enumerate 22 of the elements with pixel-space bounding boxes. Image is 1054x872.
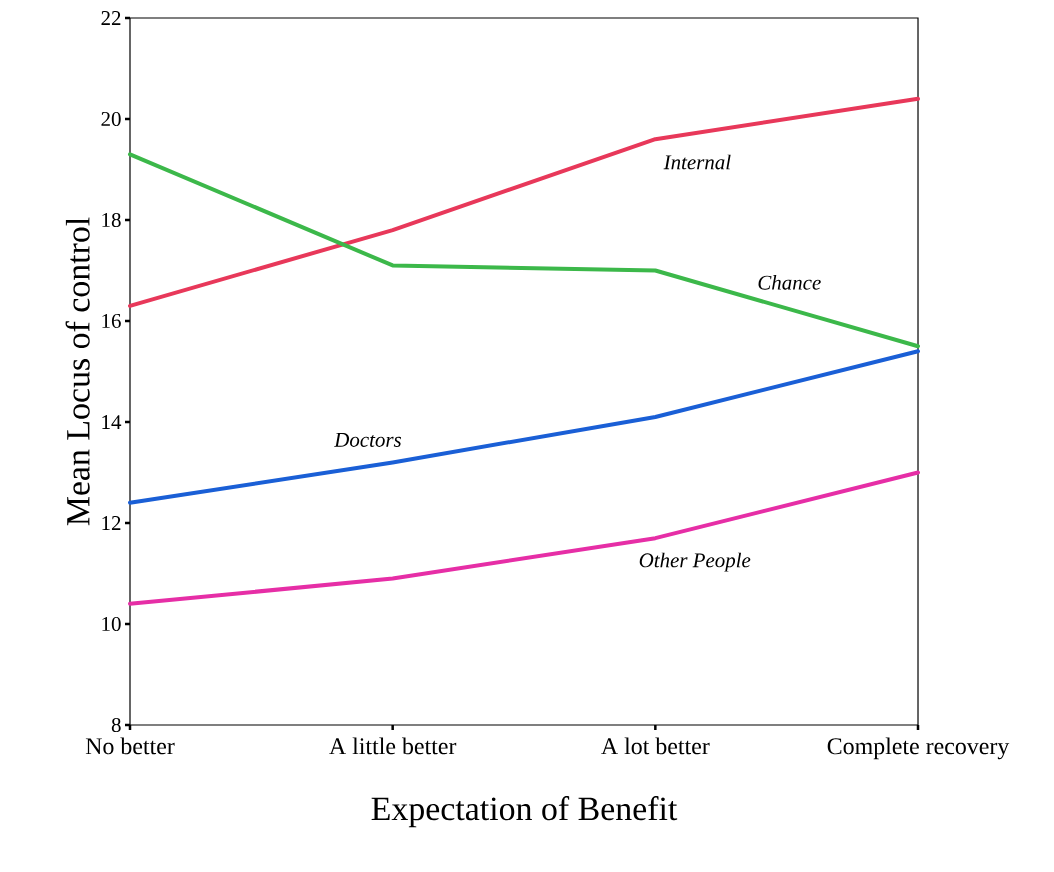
y-tick-label: 22 [101, 11, 121, 25]
line-series [128, 349, 921, 505]
x-tick-label: A little better [329, 737, 457, 755]
series-label: Doctors [334, 432, 402, 447]
x-tick-label: Complete recovery [827, 737, 1010, 760]
y-tick-label: 18 [102, 212, 121, 228]
y-tick-label: 14 [102, 415, 122, 429]
line-series [128, 152, 921, 349]
series-label: Chance [758, 275, 821, 290]
y-axis-title: Mean Locus of control [65, 217, 90, 526]
y-tick-label: 12 [102, 516, 121, 530]
x-tick-label: No better [85, 737, 175, 755]
y-tick-label: 20 [101, 111, 121, 127]
x-tick-label: A lot better [601, 737, 710, 755]
y-tick-label: 10 [102, 616, 121, 632]
series-label: Other People [639, 552, 751, 572]
y-tick-label: 8 [111, 717, 121, 733]
x-axis-title: Expectation of Benefit [371, 796, 678, 828]
series-label: Internal [663, 154, 731, 170]
line-series [128, 96, 921, 308]
line-series [128, 470, 921, 606]
y-tick-label: 16 [102, 313, 121, 329]
